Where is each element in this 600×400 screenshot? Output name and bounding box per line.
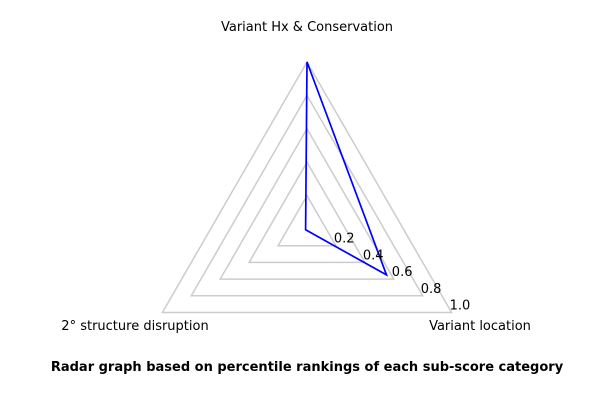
grid-ring-2 <box>247 160 367 264</box>
radar-series <box>304 61 389 277</box>
radial-tick-label: 0.2 <box>334 232 355 247</box>
axis-label-variant-hx-conservation: Variant Hx & Conservation <box>221 20 393 35</box>
axis-label-variant-location: Variant location <box>429 319 531 334</box>
radar-grid <box>161 60 453 314</box>
series-line <box>304 61 389 277</box>
radial-tick-label: 0.6 <box>392 265 413 280</box>
chart-caption: Radar graph based on percentile rankings… <box>51 360 564 375</box>
grid-ring-1 <box>276 194 338 247</box>
radial-tick-label: 0.4 <box>363 248 384 263</box>
grid-ring-3 <box>218 127 396 280</box>
radial-tick-label: 0.8 <box>421 282 442 297</box>
radial-tick-label: 1.0 <box>450 299 471 314</box>
grid-ring-4 <box>190 93 424 297</box>
radial-tick-labels: 0.2 0.4 0.6 0.8 1.0 <box>334 232 470 314</box>
axis-label-2-structure-disruption: 2° structure disruption <box>61 319 208 334</box>
grid-ring-5 <box>161 60 453 314</box>
